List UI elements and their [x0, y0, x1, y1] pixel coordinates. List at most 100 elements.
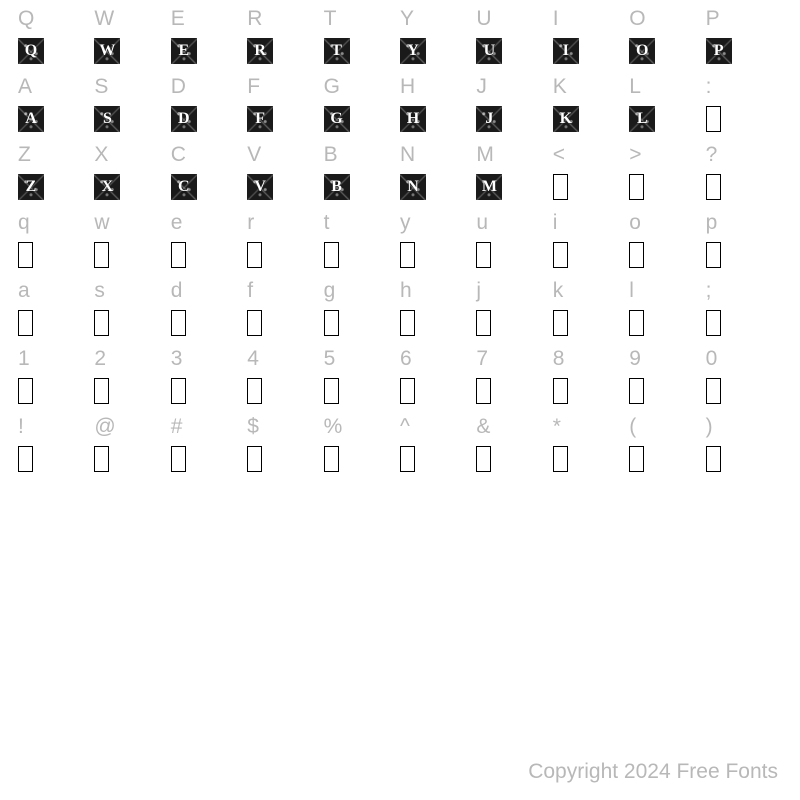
char-cell: KK — [553, 76, 629, 132]
char-label: I — [553, 8, 559, 32]
glyph-tofu — [94, 378, 109, 404]
glyph-decorated: A — [18, 106, 44, 132]
glyph-inner-letter: Q — [25, 42, 37, 60]
char-label: V — [247, 144, 261, 168]
char-cell: g — [324, 280, 400, 336]
glyph-decorated: Z — [18, 174, 44, 200]
char-cell: ? — [706, 144, 782, 200]
char-cell: BB — [324, 144, 400, 200]
char-label: W — [94, 8, 114, 32]
char-label: q — [18, 212, 30, 236]
glyph-tofu — [247, 310, 262, 336]
char-cell: AA — [18, 76, 94, 132]
char-cell: k — [553, 280, 629, 336]
glyph-decorated: X — [94, 174, 120, 200]
char-label: r — [247, 212, 254, 236]
glyph-tofu — [629, 242, 644, 268]
glyph-decorated: D — [171, 106, 197, 132]
char-cell: e — [171, 212, 247, 268]
char-cell: 5 — [324, 348, 400, 404]
char-cell: WW — [94, 8, 170, 64]
glyph-inner-letter: K — [560, 110, 572, 128]
char-label: h — [400, 280, 412, 304]
char-label: & — [476, 416, 490, 440]
glyph-tofu — [553, 242, 568, 268]
glyph-decorated: Y — [400, 38, 426, 64]
char-cell: ! — [18, 416, 94, 472]
glyph-tofu — [400, 310, 415, 336]
char-label: 3 — [171, 348, 183, 372]
glyph-decorated: E — [171, 38, 197, 64]
glyph-decorated: M — [476, 174, 502, 200]
char-label: g — [324, 280, 336, 304]
glyph-tofu — [706, 310, 721, 336]
char-label: H — [400, 76, 415, 100]
glyph-inner-letter: V — [254, 178, 266, 196]
char-cell: ZZ — [18, 144, 94, 200]
glyph-decorated: W — [94, 38, 120, 64]
char-label: @ — [94, 416, 115, 440]
glyph-inner-letter: C — [178, 178, 190, 196]
char-cell: % — [324, 416, 400, 472]
char-cell: MM — [476, 144, 552, 200]
char-cell: SS — [94, 76, 170, 132]
glyph-decorated: I — [553, 38, 579, 64]
glyph-tofu — [706, 106, 721, 132]
char-label: ! — [18, 416, 24, 440]
char-label: w — [94, 212, 109, 236]
char-label: % — [324, 416, 343, 440]
glyph-tofu — [553, 310, 568, 336]
char-cell: 4 — [247, 348, 323, 404]
char-cell: CC — [171, 144, 247, 200]
glyph-inner-letter: F — [255, 110, 265, 128]
char-cell: NN — [400, 144, 476, 200]
glyph-tofu — [400, 378, 415, 404]
glyph-tofu — [476, 446, 491, 472]
glyph-tofu — [18, 242, 33, 268]
char-label: X — [94, 144, 108, 168]
glyph-decorated: L — [629, 106, 655, 132]
char-cell: t — [324, 212, 400, 268]
char-label: # — [171, 416, 183, 440]
char-cell: 7 — [476, 348, 552, 404]
char-label: o — [629, 212, 641, 236]
char-cell: ( — [629, 416, 705, 472]
char-cell: OO — [629, 8, 705, 64]
char-cell: q — [18, 212, 94, 268]
glyph-tofu — [706, 446, 721, 472]
char-cell: LL — [629, 76, 705, 132]
char-label: Y — [400, 8, 414, 32]
char-label: l — [629, 280, 634, 304]
char-label: L — [629, 76, 641, 100]
char-label: y — [400, 212, 411, 236]
glyph-tofu — [476, 378, 491, 404]
char-cell: y — [400, 212, 476, 268]
char-label: A — [18, 76, 32, 100]
glyph-tofu — [324, 310, 339, 336]
char-cell: UU — [476, 8, 552, 64]
char-label: ) — [706, 416, 713, 440]
glyph-decorated: O — [629, 38, 655, 64]
glyph-tofu — [629, 446, 644, 472]
glyph-inner-letter: P — [714, 42, 724, 60]
char-cell: 8 — [553, 348, 629, 404]
char-label: M — [476, 144, 494, 168]
char-cell: & — [476, 416, 552, 472]
glyph-inner-letter: X — [102, 178, 114, 196]
char-cell: XX — [94, 144, 170, 200]
glyph-inner-letter: Z — [26, 178, 37, 196]
glyph-tofu — [629, 310, 644, 336]
char-cell: II — [553, 8, 629, 64]
char-label: d — [171, 280, 183, 304]
char-cell: 3 — [171, 348, 247, 404]
char-label: 5 — [324, 348, 336, 372]
char-cell: i — [553, 212, 629, 268]
glyph-inner-letter: Y — [407, 42, 419, 60]
glyph-tofu — [171, 446, 186, 472]
glyph-decorated: R — [247, 38, 273, 64]
char-label: D — [171, 76, 186, 100]
glyph-tofu — [553, 446, 568, 472]
char-cell: 6 — [400, 348, 476, 404]
glyph-tofu — [18, 310, 33, 336]
char-label: F — [247, 76, 260, 100]
